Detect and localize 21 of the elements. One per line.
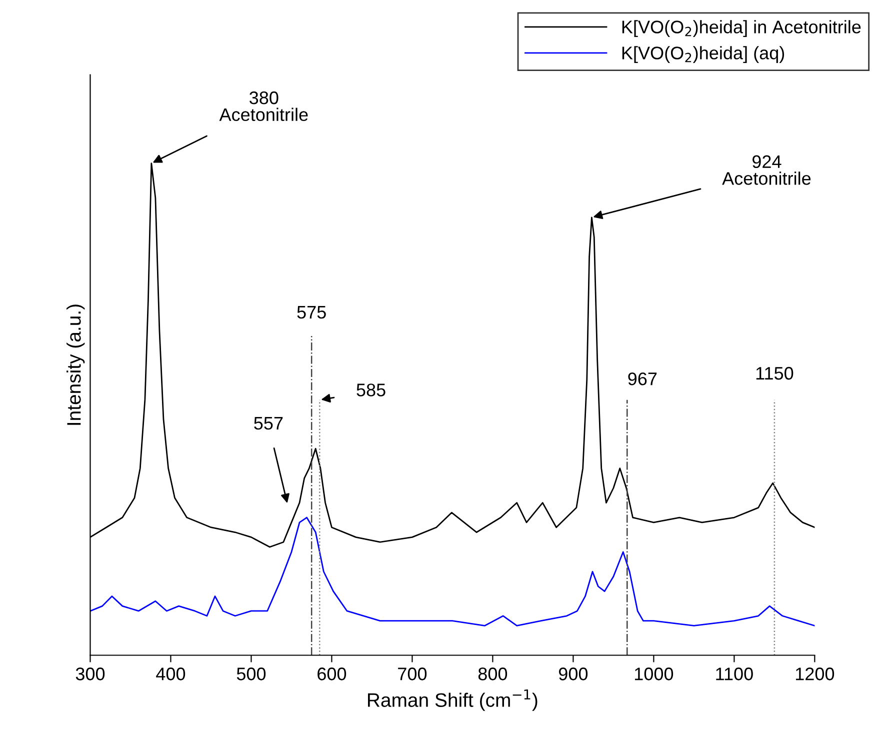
x-tick-label: 1200 [796,668,834,680]
x-tick-label: 600 [318,668,346,680]
x-tick-label: 1000 [634,668,674,680]
x-tick-label: 700 [398,668,427,680]
annotation: 557 [254,417,283,430]
x-axis-title: Raman Shift (cm$^{−1}$) [368,689,538,711]
y-axis-title: Intensity (a.u.) [66,304,85,425]
annotation: 380 Acetonitrile [219,91,308,122]
ref-line-label: 1150 [756,366,794,380]
x-tick-label: 900 [558,668,588,680]
x-tick-label: 500 [236,668,266,680]
ref-line-label: 575 [297,306,326,319]
legend-label: K[VO(O$_{2}$)heida] (aq) [622,46,784,63]
x-tick-label: 1100 [716,668,753,680]
annotation: 924 Acetonitrile [722,155,811,185]
ref-line-label: 585 [356,384,386,396]
ref-line-label: 967 [628,372,657,386]
x-tick-label: 300 [76,668,105,680]
legend-label: K[VO(O$_{2}$)heida] in Acetonitrile [622,20,861,37]
x-tick-label: 800 [478,668,508,680]
x-tick-label: 400 [156,668,186,680]
